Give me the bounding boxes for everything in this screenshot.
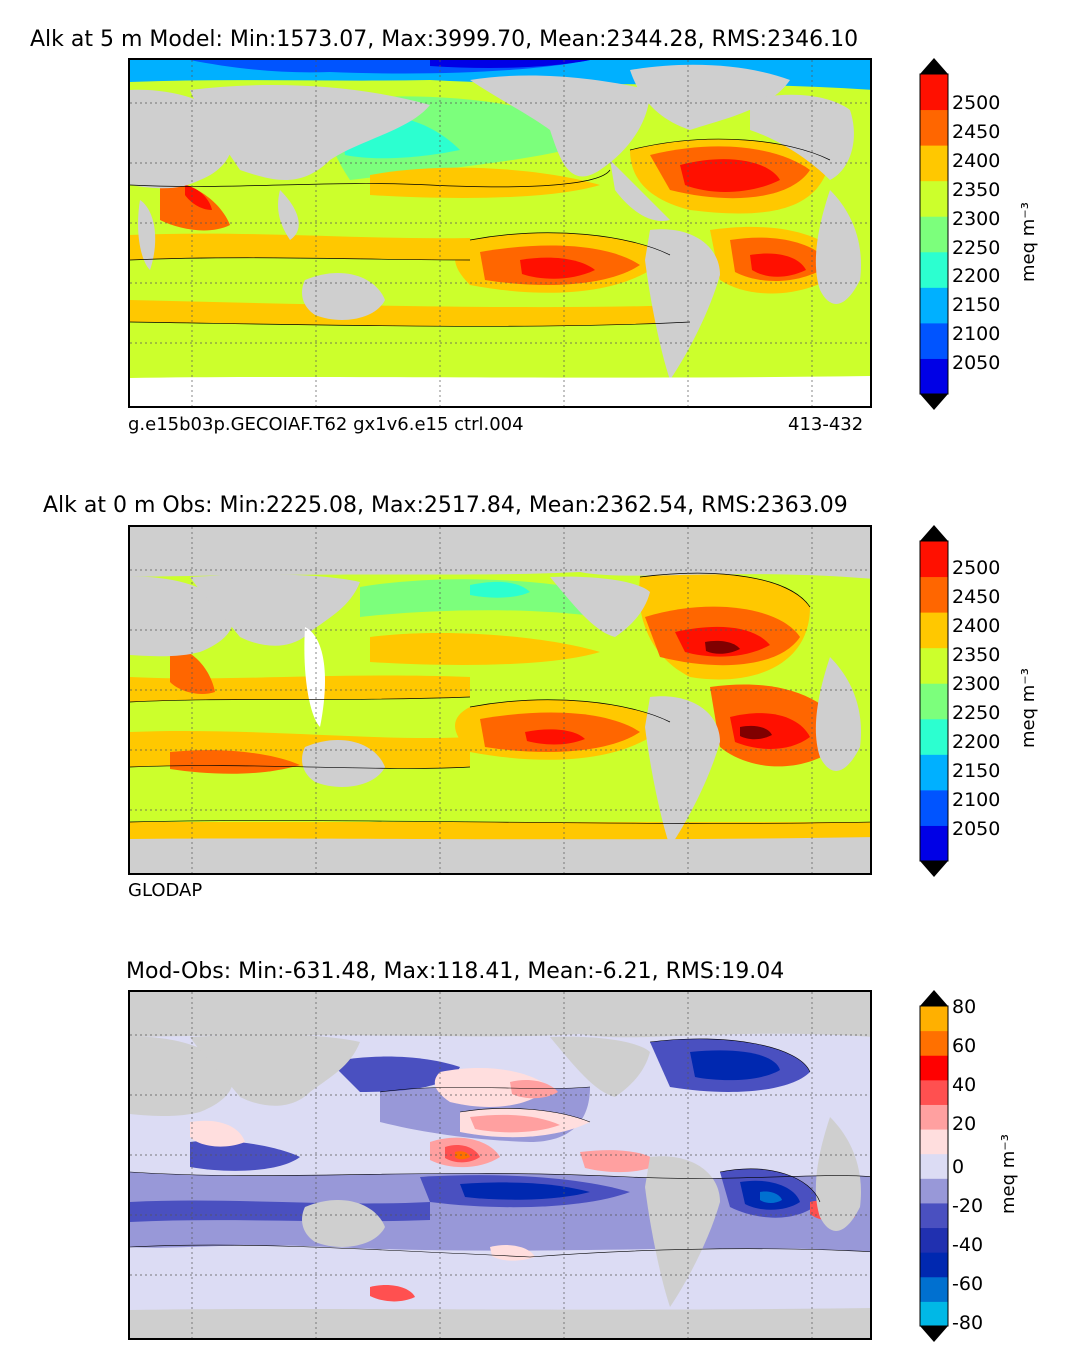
- panel-diff-map: [128, 990, 872, 1340]
- panel-diff-tick: -80: [952, 1312, 984, 1334]
- colorbar-swatch: [920, 1202, 948, 1229]
- colorbar-swatch: [920, 789, 948, 826]
- panel-obs-tick: 2400: [952, 615, 1001, 637]
- colorbar-swatch: [920, 1006, 948, 1032]
- colorbar-frame: [919, 1005, 949, 1327]
- colorbar-swatch: [920, 358, 948, 395]
- colorbar-swatch: [920, 1301, 948, 1327]
- colorbar-frame: [919, 540, 949, 862]
- colorbar-swatch: [920, 1276, 948, 1302]
- colorbar-swatch: [920, 683, 948, 720]
- panel-model-tick: 2100: [952, 323, 1001, 345]
- colorbar-swatch: [920, 1252, 948, 1278]
- panel-model-unit-label: meq m⁻³: [1018, 201, 1039, 282]
- panel-model-map: [128, 58, 872, 408]
- colorbar-swatch: [920, 1153, 948, 1179]
- panel-diff-tick: -40: [952, 1234, 984, 1256]
- panel-obs-map: [128, 525, 872, 875]
- colorbar-swatch: [920, 576, 948, 613]
- colorbar-swatch: [920, 612, 948, 649]
- colorbar-max-arrow: [920, 525, 948, 541]
- panel-obs-unit-label: meq m⁻³: [1018, 667, 1039, 748]
- panel-model-tick: 2050: [952, 352, 1001, 374]
- panel-model-colorbar: [919, 58, 949, 410]
- colorbar-min-arrow: [920, 394, 948, 410]
- panel-obs-tick: 2300: [952, 673, 1001, 695]
- colorbar-swatch: [920, 1129, 948, 1155]
- panel-obs-colorbar-svg: [919, 525, 949, 877]
- colorbar-swatch: [920, 180, 948, 217]
- panel-diff-colorbar-svg: [919, 990, 949, 1342]
- colorbar-swatch: [920, 1030, 948, 1056]
- panel-diff-tick: 0: [952, 1156, 965, 1178]
- colorbar-max-arrow: [920, 990, 948, 1006]
- panel-diff-tick: -20: [952, 1195, 984, 1217]
- panel-model-tick: 2500: [952, 92, 1001, 114]
- colorbar-swatch: [920, 74, 948, 111]
- colorbar-swatch: [920, 1178, 948, 1204]
- colorbar-swatch: [920, 754, 948, 791]
- panel-model-run-caption: g.e15b03p.GECOIAF.T62 gx1v6.e15 ctrl.004: [128, 414, 524, 435]
- panel-obs-tick: 2500: [952, 557, 1001, 579]
- colorbar-swatch: [920, 145, 948, 182]
- panel-diff-tick: 20: [952, 1113, 977, 1135]
- panel-model-tick: 2350: [952, 179, 1001, 201]
- panel-model-tick: 2400: [952, 150, 1001, 172]
- panel-model-tick: 2150: [952, 294, 1001, 316]
- panel-obs-source-caption: GLODAP: [128, 880, 203, 901]
- panel-obs-tick: 2450: [952, 586, 1001, 608]
- panel-diff-colorbar: [919, 990, 949, 1342]
- colorbar-swatch: [920, 718, 948, 755]
- panel-obs-title: Alk at 0 m Obs: Min:2225.08, Max:2517.84…: [43, 493, 848, 518]
- colorbar-swatch: [920, 541, 948, 578]
- panel-obs-tick: 2250: [952, 702, 1001, 724]
- colorbar-min-arrow: [920, 1326, 948, 1342]
- panel-model-colorbar-svg: [919, 58, 949, 410]
- colorbar-swatch: [920, 1055, 948, 1081]
- panel-obs-tick: 2050: [952, 818, 1001, 840]
- panel-model-tick: 2450: [952, 121, 1001, 143]
- colorbar-max-arrow: [920, 58, 948, 74]
- panel-model-tick: 2200: [952, 265, 1001, 287]
- panel-model-years-caption: 413-432: [788, 414, 864, 435]
- colorbar-swatch: [920, 287, 948, 324]
- panel-model-tick: 2300: [952, 208, 1001, 230]
- panel-model-title: Alk at 5 m Model: Min:1573.07, Max:3999.…: [30, 27, 859, 52]
- colorbar-swatch: [920, 1104, 948, 1130]
- colorbar-swatch: [920, 1079, 948, 1105]
- colorbar-swatch: [920, 1227, 948, 1253]
- panel-diff-tick: -60: [952, 1273, 984, 1295]
- colorbar-swatch: [920, 322, 948, 359]
- colorbar-swatch: [920, 109, 948, 146]
- panel-model-tick: 2250: [952, 237, 1001, 259]
- colorbar-swatch: [920, 251, 948, 288]
- panel-obs-tick: 2150: [952, 760, 1001, 782]
- panel-diff-unit-label: meq m⁻³: [998, 1133, 1019, 1214]
- panel-obs-tick: 2200: [952, 731, 1001, 753]
- colorbar-swatch: [920, 825, 948, 862]
- panel-obs-colorbar: [919, 525, 949, 877]
- colorbar-frame: [919, 73, 949, 395]
- panel-obs-tick: 2100: [952, 789, 1001, 811]
- colorbar-swatch: [920, 216, 948, 253]
- panel-diff-tick: 60: [952, 1035, 977, 1057]
- panel-obs-tick: 2350: [952, 644, 1001, 666]
- panel-diff-tick: 40: [952, 1074, 977, 1096]
- panel-diff-tick: 80: [952, 996, 977, 1018]
- panel-diff-title: Mod-Obs: Min:-631.48, Max:118.41, Mean:-…: [126, 959, 785, 984]
- colorbar-swatch: [920, 647, 948, 684]
- colorbar-min-arrow: [920, 861, 948, 877]
